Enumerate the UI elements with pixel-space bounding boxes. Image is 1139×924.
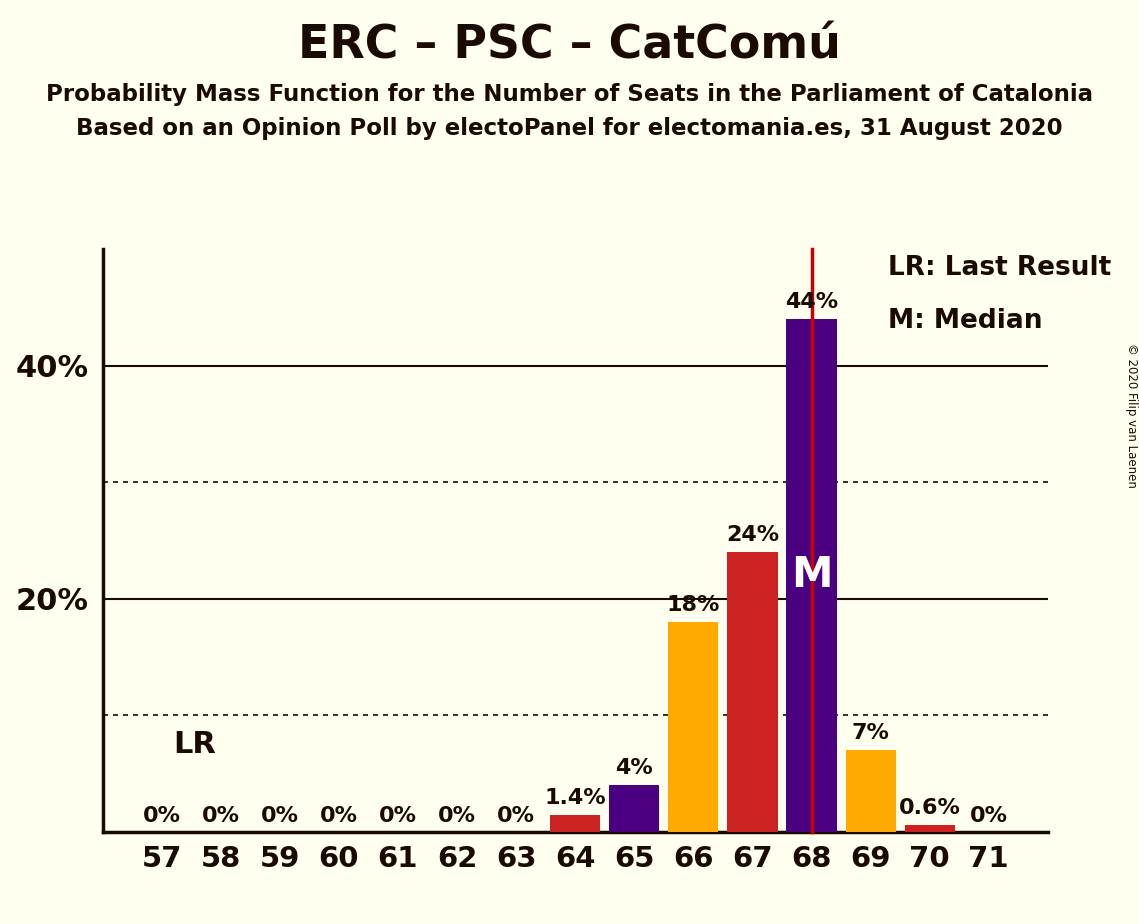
Text: 0%: 0% bbox=[261, 806, 298, 826]
Text: 0.6%: 0.6% bbox=[899, 797, 960, 818]
Bar bbox=[669, 622, 719, 832]
Text: 7%: 7% bbox=[852, 723, 890, 743]
Text: 18%: 18% bbox=[666, 595, 720, 615]
Text: 0%: 0% bbox=[142, 806, 181, 826]
Bar bbox=[786, 320, 837, 832]
Text: 24%: 24% bbox=[726, 525, 779, 545]
Bar bbox=[609, 785, 659, 832]
Text: 0%: 0% bbox=[497, 806, 535, 826]
Text: 0%: 0% bbox=[202, 806, 239, 826]
Text: © 2020 Filip van Laenen: © 2020 Filip van Laenen bbox=[1124, 344, 1138, 488]
Text: M: M bbox=[790, 554, 833, 597]
Text: ERC – PSC – CatComú: ERC – PSC – CatComú bbox=[298, 23, 841, 68]
Text: LR: Last Result: LR: Last Result bbox=[888, 255, 1112, 281]
Bar bbox=[550, 815, 600, 832]
Bar bbox=[728, 553, 778, 832]
Text: 44%: 44% bbox=[785, 292, 838, 312]
Text: 0%: 0% bbox=[379, 806, 417, 826]
Text: Probability Mass Function for the Number of Seats in the Parliament of Catalonia: Probability Mass Function for the Number… bbox=[46, 83, 1093, 106]
Bar bbox=[904, 824, 954, 832]
Text: 4%: 4% bbox=[615, 758, 653, 778]
Text: 0%: 0% bbox=[320, 806, 358, 826]
Text: 1.4%: 1.4% bbox=[544, 788, 606, 808]
Text: 0%: 0% bbox=[969, 806, 1008, 826]
Text: 0%: 0% bbox=[439, 806, 476, 826]
Text: Based on an Opinion Poll by electoPanel for electomania.es, 31 August 2020: Based on an Opinion Poll by electoPanel … bbox=[76, 117, 1063, 140]
Bar bbox=[845, 750, 895, 832]
Text: LR: LR bbox=[173, 730, 216, 759]
Text: M: Median: M: Median bbox=[888, 308, 1043, 334]
